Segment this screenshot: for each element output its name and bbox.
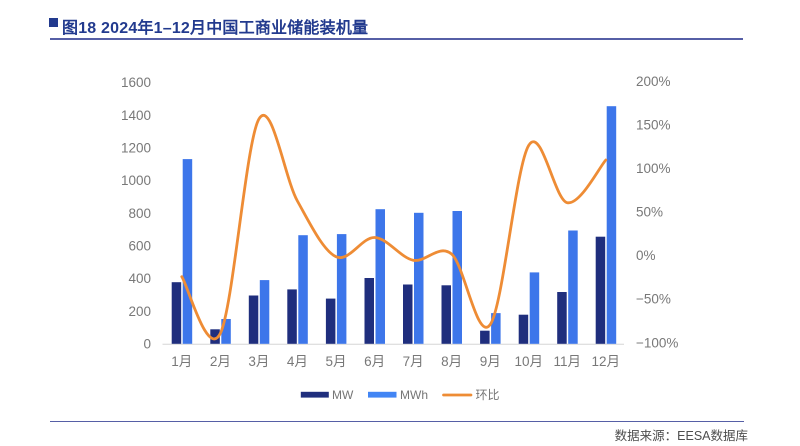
svg-text:9月: 9月 <box>480 354 501 369</box>
svg-text:1200: 1200 <box>121 141 151 156</box>
svg-text:10月: 10月 <box>515 354 544 369</box>
svg-text:7月: 7月 <box>403 354 424 369</box>
svg-text:−50%: −50% <box>636 292 671 307</box>
svg-text:600: 600 <box>128 239 151 254</box>
svg-text:4月: 4月 <box>287 354 308 369</box>
svg-text:2月: 2月 <box>210 354 231 369</box>
svg-text:MWh: MWh <box>400 388 428 402</box>
svg-text:3月: 3月 <box>248 354 269 369</box>
svg-text:11月: 11月 <box>554 354 582 369</box>
svg-text:150%: 150% <box>636 118 671 133</box>
svg-text:8月: 8月 <box>441 354 462 369</box>
svg-text:6月: 6月 <box>364 354 385 369</box>
svg-text:200%: 200% <box>636 74 671 89</box>
svg-text:1600: 1600 <box>121 75 151 90</box>
svg-text:800: 800 <box>128 206 151 221</box>
svg-text:400: 400 <box>128 271 151 286</box>
svg-text:5月: 5月 <box>325 354 346 369</box>
svg-text:MW: MW <box>332 388 354 402</box>
svg-text:50%: 50% <box>636 205 663 220</box>
svg-text:1400: 1400 <box>121 108 151 123</box>
svg-text:1月: 1月 <box>171 354 192 369</box>
svg-text:0: 0 <box>143 337 151 352</box>
svg-text:200: 200 <box>128 304 151 319</box>
svg-text:1000: 1000 <box>121 173 151 188</box>
svg-text:−100%: −100% <box>636 335 678 350</box>
svg-text:12月: 12月 <box>592 354 621 369</box>
svg-text:0%: 0% <box>636 248 656 263</box>
svg-text:环比: 环比 <box>476 388 500 402</box>
svg-text:100%: 100% <box>636 161 671 176</box>
